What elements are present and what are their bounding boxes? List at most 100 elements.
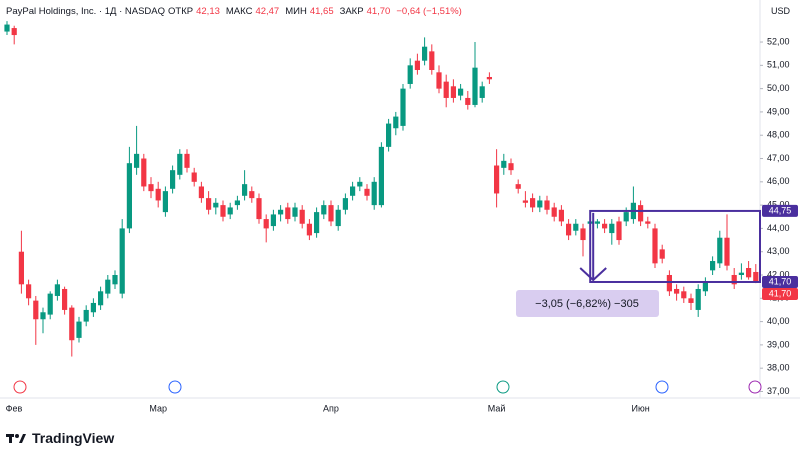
candle-body [609, 223, 615, 234]
candle-body [544, 200, 550, 210]
ohlc-value: 42,13 [196, 6, 220, 17]
candle-body [314, 212, 320, 234]
candle-body [90, 302, 96, 313]
ohlc-label: ЗАКР [339, 6, 364, 17]
candle-body [378, 146, 384, 206]
x-tick-label: Апр [323, 403, 339, 413]
x-tick-label: Май [488, 403, 506, 413]
y-tick-label: 43,00 [767, 246, 790, 256]
candle-body [530, 198, 536, 208]
candle-body [40, 312, 46, 320]
candle-body [688, 298, 694, 303]
candle-body [206, 198, 212, 210]
earnings-marker[interactable] [496, 380, 510, 394]
candle-body [436, 72, 442, 89]
candle-body [177, 153, 183, 175]
candle-body [220, 205, 226, 217]
candle-body [486, 76, 492, 80]
candle-body [393, 116, 399, 129]
candle-body [227, 207, 233, 215]
y-tick-label: 48,00 [767, 130, 790, 140]
price-badge-label: 44,75 [769, 205, 792, 215]
candle-body [616, 221, 622, 241]
candle-body [47, 293, 53, 315]
currency-label[interactable]: USD [770, 6, 790, 16]
symbol-header: PayPal Holdings, Inc. · 1Д · NASDAQ ОТКР… [6, 6, 465, 17]
brand-name: TradingView [32, 430, 115, 446]
candle-body [386, 123, 392, 147]
y-tick-label: 45,00 [767, 199, 790, 209]
event-markers [13, 380, 762, 394]
candle-body [119, 228, 125, 294]
y-tick-label: 44,00 [767, 223, 790, 233]
candle-body [278, 209, 284, 215]
y-tick-label: 38,00 [767, 363, 790, 373]
candle-body [494, 165, 500, 194]
y-tick-label: 42,00 [767, 269, 790, 279]
candle-body [508, 163, 514, 171]
candle-body [256, 198, 262, 220]
candle-body [292, 207, 298, 217]
candle-body [299, 209, 305, 224]
candle-body [400, 88, 406, 126]
candle-body [407, 65, 413, 84]
measure-box [589, 209, 762, 283]
candle-body [443, 81, 449, 98]
candle-body [638, 205, 644, 222]
candle-body [4, 24, 10, 32]
candle-body [76, 321, 82, 338]
candle-body [162, 191, 168, 213]
ohlc-value: 42,47 [255, 6, 280, 17]
price-badge [762, 275, 798, 288]
candle-body [479, 86, 485, 98]
ohlc-value: 41,70 [366, 6, 391, 17]
candle-body [414, 60, 420, 70]
candle-body [472, 67, 478, 105]
candle-body [11, 28, 17, 36]
candle-body [328, 205, 334, 222]
y-tick-label: 40,00 [767, 316, 790, 326]
candle-body [98, 291, 104, 306]
dividend-marker[interactable] [168, 380, 182, 394]
dividend-marker[interactable] [655, 380, 669, 394]
candle-body [602, 223, 608, 229]
split-marker[interactable] [748, 380, 762, 394]
candle-body [515, 184, 521, 189]
candle-body [112, 274, 118, 285]
candle-body [213, 202, 219, 208]
candle-body [141, 158, 147, 187]
candle-body [357, 181, 363, 187]
ohlc-label: ОТКР [168, 6, 194, 17]
candle-body [652, 228, 658, 264]
y-tick-label: 52,00 [767, 36, 790, 46]
candle-body [62, 288, 68, 310]
candle-body [580, 228, 586, 241]
candle-body [522, 200, 528, 203]
candle-body [126, 163, 132, 229]
candle-body [738, 272, 744, 275]
candle-body [501, 160, 507, 168]
candle-body [566, 223, 572, 236]
ohlc-label: МИН [285, 6, 307, 17]
candle-body [263, 219, 269, 229]
candle-body [551, 207, 557, 217]
earnings-marker[interactable] [13, 380, 27, 394]
candle-body [342, 198, 348, 210]
candle-body [285, 207, 291, 220]
candle-body [674, 288, 680, 294]
candle-body [191, 172, 197, 182]
price-badge [762, 204, 798, 217]
x-tick-label: Июн [631, 403, 649, 413]
candle-body [573, 223, 579, 231]
candle-body [724, 237, 730, 266]
candle-body [422, 46, 428, 61]
candle-body [666, 274, 672, 292]
candle-body [645, 221, 651, 224]
y-tick-label: 50,00 [767, 83, 790, 93]
symbol-title[interactable]: PayPal Holdings, Inc. · 1Д · NASDAQ [6, 6, 166, 17]
y-tick-label: 37,00 [767, 386, 790, 396]
candle-body [83, 309, 89, 322]
y-tick-label: 49,00 [767, 106, 790, 116]
candle-body [335, 209, 341, 227]
candle-body [54, 284, 60, 296]
